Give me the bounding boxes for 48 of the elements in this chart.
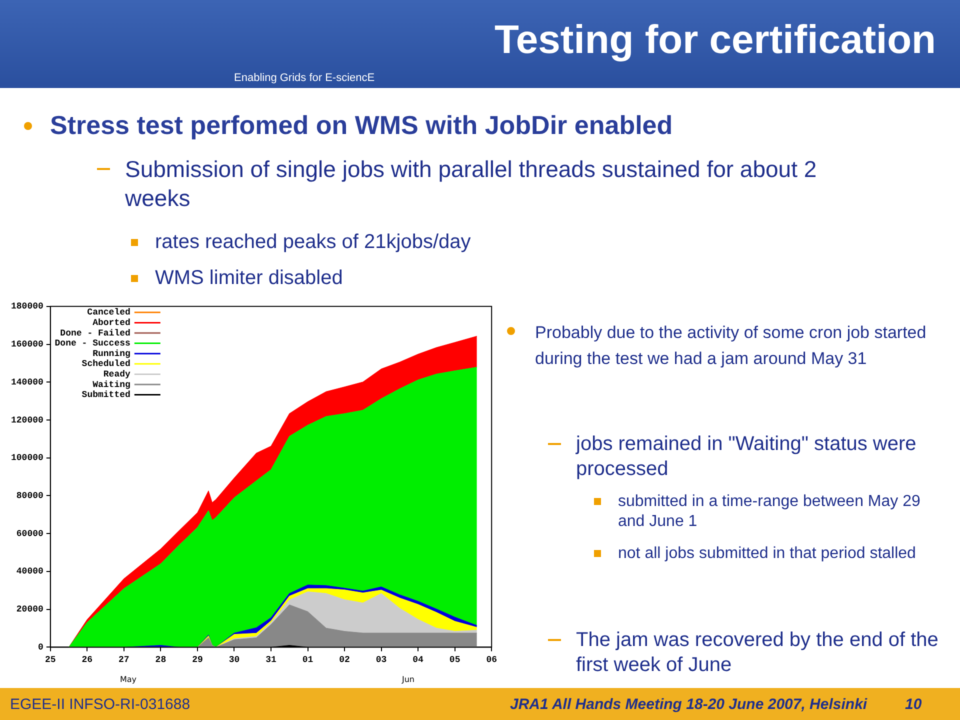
y-tick-label: 120000: [11, 415, 44, 426]
legend-label: Running: [92, 348, 130, 359]
text: The jam was recovered by the end of the first week of June: [576, 628, 940, 678]
y-tick-label: 60000: [16, 528, 44, 539]
legend-label: Done - Success: [54, 338, 130, 349]
y-tick-label: 140000: [11, 377, 44, 388]
text: Jun: [402, 675, 414, 684]
x-tick-label: 27: [118, 654, 130, 665]
x-tick-label: 06: [486, 654, 498, 665]
x-tick-label: 03: [376, 654, 387, 665]
text: submitted in a time-range between May 29 and June 1: [618, 492, 922, 532]
text: Probably due to the activity of some cron job started during the test we had a jam around May 31: [535, 322, 928, 370]
text: Testing for certification: [494, 18, 936, 63]
text: rates reached peaks of 21kjobs/day: [155, 230, 472, 255]
y-tick-label: 180000: [11, 302, 44, 312]
text: 10: [905, 696, 922, 713]
x-tick-label: 29: [192, 654, 203, 665]
x-tick-label: 30: [228, 654, 240, 665]
text: jobs remained in "Waiting" status were processed: [576, 432, 918, 482]
text: Submission of single jobs with parallel threads sustained for about 2 weeks: [125, 155, 818, 212]
text: Enabling Grids for E-sciencE: [234, 72, 375, 84]
x-tick-label: 31: [266, 654, 277, 665]
x-tick-label: 01: [302, 654, 314, 665]
legend-label: Submitted: [82, 390, 130, 400]
legend-label: Done - Failed: [60, 328, 130, 338]
y-tick-label: 40000: [16, 566, 44, 577]
legend-label: Ready: [103, 369, 131, 380]
text: JRA1 All Hands Meeting 18-20 June 2007, Helsinki: [510, 696, 868, 713]
y-tick-label: 160000: [11, 340, 44, 350]
chart-subtitle: Stress test perfomed on WMS with JobDir enabled: [50, 110, 673, 141]
legend-label: Aborted: [92, 318, 130, 328]
x-tick-label: 25: [45, 654, 56, 665]
text: not all jobs submitted in that period stalled: [618, 544, 917, 564]
x-tick-label: 04: [412, 654, 424, 665]
x-tick-label: 28: [155, 654, 166, 665]
text: WMS limiter disabled: [155, 266, 344, 291]
text: May: [120, 675, 137, 684]
y-tick-label: 80000: [16, 491, 44, 501]
y-tick-label: 20000: [16, 604, 44, 615]
y-tick-label: 100000: [11, 453, 44, 464]
y-tick-label: 0: [38, 642, 44, 652]
legend-label: Scheduled: [82, 359, 130, 370]
legend-label: Waiting: [92, 380, 130, 390]
text: EGEE-II INFSO-RI-031688: [10, 696, 190, 713]
x-tick-label: 05: [449, 654, 460, 665]
x-tick-label: 02: [339, 654, 350, 665]
x-tick-label: 26: [82, 654, 93, 665]
legend-label: Canceled: [87, 308, 130, 318]
